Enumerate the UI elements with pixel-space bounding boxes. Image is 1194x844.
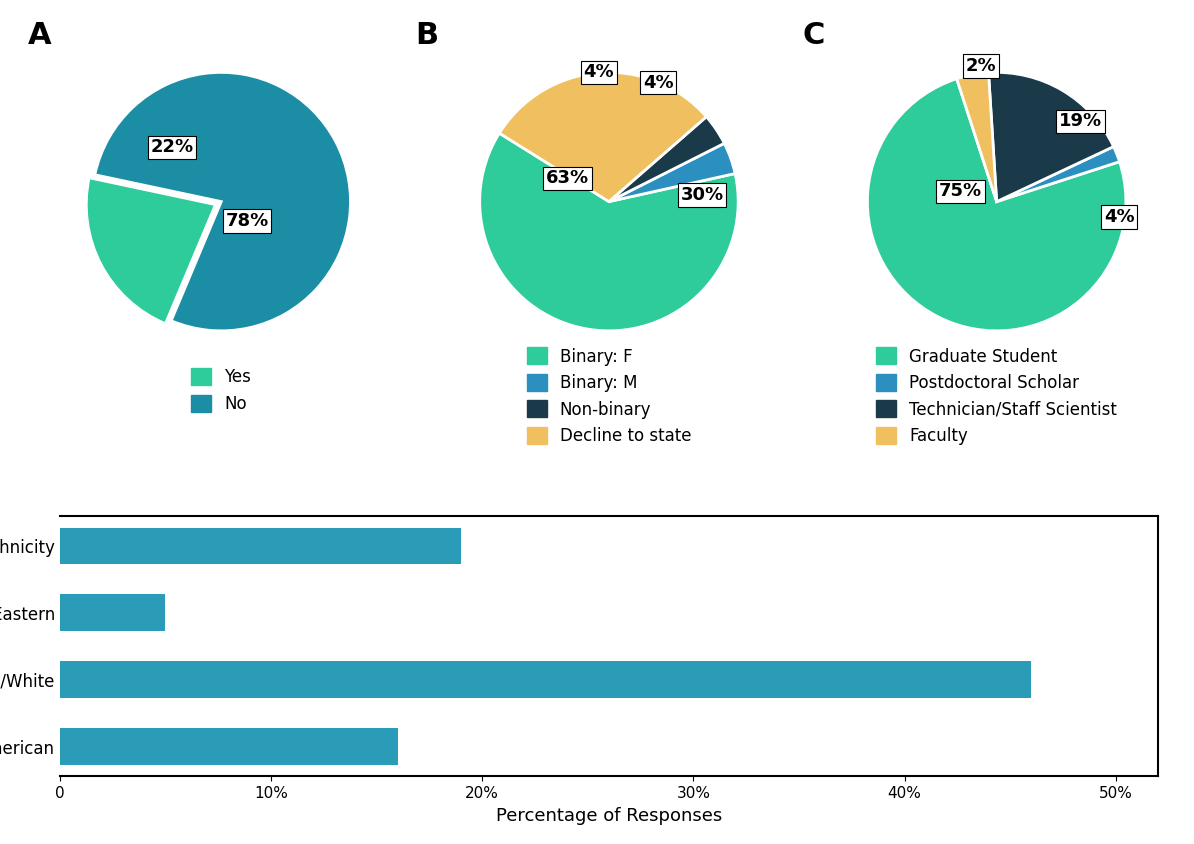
Legend: Binary: F, Binary: M, Non-binary, Decline to state: Binary: F, Binary: M, Non-binary, Declin… bbox=[519, 341, 698, 452]
Wedge shape bbox=[956, 73, 997, 202]
Bar bbox=[60, 728, 398, 765]
Wedge shape bbox=[609, 116, 725, 202]
Text: 30%: 30% bbox=[681, 187, 724, 204]
Text: 75%: 75% bbox=[938, 182, 981, 200]
Text: 63%: 63% bbox=[546, 170, 589, 187]
Wedge shape bbox=[867, 78, 1126, 331]
Legend: Yes, No: Yes, No bbox=[184, 361, 258, 419]
Text: 4%: 4% bbox=[642, 73, 673, 92]
Text: 4%: 4% bbox=[584, 63, 614, 81]
Wedge shape bbox=[997, 147, 1120, 202]
Text: 19%: 19% bbox=[1059, 112, 1102, 131]
Wedge shape bbox=[499, 73, 707, 202]
Wedge shape bbox=[609, 143, 736, 202]
Text: B: B bbox=[416, 21, 438, 50]
Wedge shape bbox=[94, 73, 351, 331]
Text: 4%: 4% bbox=[1104, 208, 1134, 226]
X-axis label: Percentage of Responses: Percentage of Responses bbox=[496, 807, 722, 825]
Bar bbox=[60, 528, 461, 565]
Legend: Graduate Student, Postdoctoral Scholar, Technician/Staff Scientist, Faculty: Graduate Student, Postdoctoral Scholar, … bbox=[869, 341, 1124, 452]
Text: 2%: 2% bbox=[966, 57, 997, 75]
Text: C: C bbox=[802, 21, 825, 50]
Text: 22%: 22% bbox=[150, 138, 193, 156]
Wedge shape bbox=[989, 73, 1114, 202]
Wedge shape bbox=[480, 133, 738, 331]
Text: A: A bbox=[27, 21, 51, 50]
Wedge shape bbox=[86, 178, 215, 324]
Text: 78%: 78% bbox=[226, 212, 269, 230]
Bar bbox=[60, 661, 1032, 698]
Bar bbox=[60, 594, 165, 631]
